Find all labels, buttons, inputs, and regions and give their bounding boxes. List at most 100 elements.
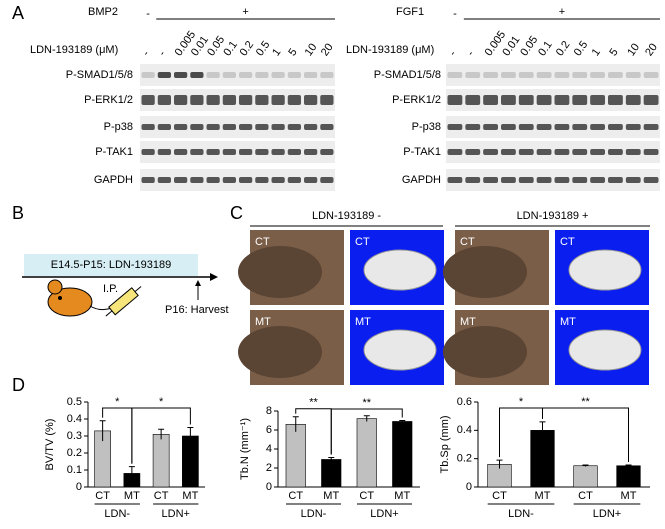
row-label: P-p38 bbox=[412, 121, 441, 133]
x-tick-label: CT bbox=[359, 490, 374, 502]
y-axis-label: Tb.Sp (mm) bbox=[439, 415, 451, 473]
blot-strip bbox=[140, 116, 335, 138]
row-label: P-ERK1/2 bbox=[392, 94, 441, 106]
blot-band bbox=[190, 177, 204, 183]
panel-label: D bbox=[12, 375, 25, 395]
row-label: P-SMAD1/5/8 bbox=[66, 69, 133, 81]
dose-label: 0.5 bbox=[572, 39, 591, 58]
blot-band bbox=[157, 124, 171, 130]
row-label: P-TAK1 bbox=[403, 146, 441, 158]
error-bar bbox=[625, 464, 632, 467]
blot-band bbox=[239, 95, 253, 105]
y-tick-label: 0.4 bbox=[67, 413, 82, 425]
photo-label: MT bbox=[460, 316, 476, 328]
blot-band bbox=[554, 177, 570, 183]
dose-title: LDN-193189 (μM) bbox=[30, 44, 118, 56]
dose-label: 1 bbox=[590, 46, 603, 58]
blot-band bbox=[643, 95, 659, 105]
blot-band bbox=[447, 177, 463, 183]
blot-band bbox=[222, 72, 236, 78]
treatment-text: E14.5-P15: LDN-193189 bbox=[51, 259, 171, 271]
blot-strip bbox=[446, 89, 660, 111]
dose-label: 0.05 bbox=[518, 34, 540, 58]
blot-band bbox=[483, 177, 498, 183]
blot-band bbox=[554, 95, 570, 105]
blot-band bbox=[190, 124, 204, 130]
dose-label: 1 bbox=[270, 46, 283, 58]
blot-band bbox=[643, 72, 659, 78]
error-bar bbox=[328, 457, 335, 462]
x-tick-label: CT bbox=[578, 490, 593, 502]
group-label: LDN- bbox=[301, 508, 327, 520]
minus-label: - bbox=[453, 8, 457, 20]
error-bar bbox=[128, 466, 135, 481]
significance-bracket bbox=[330, 408, 403, 455]
row-label: GAPDH bbox=[402, 174, 441, 186]
blot-band bbox=[501, 95, 516, 105]
blot-band bbox=[239, 177, 253, 183]
blot-band bbox=[447, 72, 463, 78]
blot-band bbox=[518, 177, 534, 183]
blot-band bbox=[206, 149, 220, 155]
blot-band bbox=[643, 149, 659, 155]
blot-band bbox=[190, 72, 204, 78]
blot-band bbox=[271, 177, 285, 183]
y-tick-label: 0.1 bbox=[67, 464, 82, 476]
blot-band bbox=[206, 72, 220, 78]
bar bbox=[392, 421, 413, 488]
blot-band bbox=[174, 124, 188, 130]
blot-band bbox=[608, 177, 623, 183]
error-bar bbox=[399, 420, 406, 423]
error-bar bbox=[496, 459, 503, 469]
y-axis-label: BV/TV (%) bbox=[44, 419, 56, 471]
error-bar bbox=[539, 421, 546, 439]
x-tick-label: MT bbox=[323, 490, 339, 502]
y-tick-label: 0.6 bbox=[457, 396, 472, 408]
blot-band bbox=[157, 72, 171, 78]
blot-band bbox=[206, 95, 220, 105]
error-bar bbox=[292, 416, 299, 432]
dose-label: 20 bbox=[643, 41, 660, 58]
error-bar bbox=[158, 428, 165, 440]
blot-band bbox=[590, 95, 605, 105]
treatment-box bbox=[24, 254, 198, 276]
blot-band bbox=[608, 124, 623, 130]
blot-band bbox=[554, 149, 570, 155]
blot-band bbox=[222, 95, 236, 105]
blot-band bbox=[320, 149, 334, 155]
blot-strip bbox=[446, 64, 660, 86]
blot-band bbox=[239, 124, 253, 130]
error-bar bbox=[582, 464, 589, 467]
blot-band bbox=[239, 149, 253, 155]
bar bbox=[356, 418, 377, 488]
blot-band bbox=[501, 177, 516, 183]
blot-band bbox=[174, 149, 188, 155]
treatment-label: BMP2 bbox=[88, 6, 118, 18]
blot-band bbox=[447, 124, 463, 130]
row-label: GAPDH bbox=[94, 174, 133, 186]
blot-band bbox=[304, 72, 318, 78]
x-tick-label: CT bbox=[492, 490, 507, 502]
dose-label: 0.5 bbox=[254, 39, 273, 58]
blot-band bbox=[141, 72, 155, 78]
blot-band bbox=[608, 95, 623, 105]
blot-band bbox=[518, 124, 534, 130]
skull bbox=[363, 329, 437, 371]
x-tick-label: MT bbox=[621, 490, 637, 502]
dose-label: 5 bbox=[607, 46, 620, 58]
blot-band bbox=[206, 124, 220, 130]
photo-label: CT bbox=[355, 236, 370, 248]
blot-band bbox=[590, 124, 605, 130]
y-tick-label: 0 bbox=[466, 481, 472, 493]
blot-band bbox=[572, 124, 588, 130]
blot-band bbox=[590, 177, 605, 183]
bar bbox=[321, 459, 342, 488]
photo-label: MT bbox=[560, 316, 576, 328]
skull bbox=[568, 249, 642, 291]
blot-strip bbox=[140, 141, 335, 163]
blot-band bbox=[141, 124, 155, 130]
significance-label: ** bbox=[581, 396, 590, 408]
blot-band bbox=[518, 72, 534, 78]
significance-label: * bbox=[159, 396, 164, 408]
